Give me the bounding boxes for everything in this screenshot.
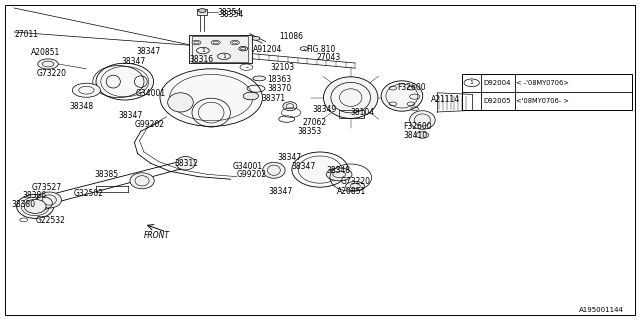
Text: F32600: F32600 [403,122,432,131]
Text: 38370: 38370 [268,84,292,93]
Ellipse shape [176,156,195,170]
Text: 38353: 38353 [298,127,322,136]
Ellipse shape [263,162,285,178]
Text: 11086: 11086 [279,32,303,41]
Circle shape [326,168,352,181]
Text: 27062: 27062 [302,118,326,127]
Text: A20851: A20851 [31,48,60,57]
Text: G22532: G22532 [35,216,65,225]
Ellipse shape [381,81,423,111]
Text: G34001: G34001 [233,162,263,171]
Text: 38347: 38347 [291,162,316,171]
Text: G73220: G73220 [341,177,371,186]
Text: 38347: 38347 [269,187,293,196]
Text: 38410: 38410 [403,131,428,140]
Text: 38347: 38347 [122,57,146,66]
Text: 1: 1 [222,54,226,59]
Text: 27043: 27043 [317,53,341,62]
Text: 38349: 38349 [312,105,337,114]
Text: 38312: 38312 [174,159,198,168]
Bar [462,74,632,110]
Bar [192,36,248,62]
Text: F32600: F32600 [397,84,426,92]
Text: <'08MY0706- >: <'08MY0706- > [516,98,570,104]
Ellipse shape [160,69,262,126]
Circle shape [230,40,239,45]
Circle shape [211,40,220,45]
Text: G73220: G73220 [36,69,67,78]
Ellipse shape [37,192,61,208]
Text: D92004: D92004 [484,80,511,86]
Text: 38354: 38354 [218,8,242,17]
Text: 18363: 18363 [268,75,292,84]
Ellipse shape [17,194,54,218]
Text: 38348: 38348 [326,166,351,175]
Text: 38354: 38354 [220,10,244,19]
Circle shape [192,40,201,45]
Bar [197,9,207,15]
Circle shape [198,9,206,12]
Text: 38380: 38380 [12,200,36,209]
Text: < -'08MY0706>: < -'08MY0706> [516,80,570,86]
Text: A20851: A20851 [337,187,367,196]
Text: FRONT: FRONT [144,231,170,240]
Ellipse shape [130,173,154,189]
Ellipse shape [253,76,266,81]
Text: 38347: 38347 [136,47,161,56]
Ellipse shape [410,111,435,129]
Text: G73527: G73527 [32,183,62,192]
Text: G32502: G32502 [74,189,104,198]
Text: 38385: 38385 [95,170,119,179]
Text: G34001: G34001 [136,89,166,98]
Text: 38371: 38371 [261,94,285,103]
Text: G99202: G99202 [134,120,164,129]
Text: 1: 1 [201,48,205,53]
Circle shape [346,181,365,191]
Text: 32103: 32103 [270,63,294,72]
Circle shape [38,59,58,69]
Circle shape [252,36,260,40]
Text: 38348: 38348 [69,102,93,111]
Ellipse shape [292,152,348,187]
Bar [189,35,252,63]
Text: 38386: 38386 [22,191,47,200]
Text: D92005: D92005 [484,98,511,104]
Text: 38347: 38347 [118,111,143,120]
Ellipse shape [283,102,297,111]
Text: FIG.810: FIG.810 [306,45,335,54]
Text: 1: 1 [470,80,474,85]
Bar [339,110,364,118]
Circle shape [72,83,100,97]
Ellipse shape [168,93,193,112]
Text: 38316: 38316 [189,55,214,64]
Text: 38347: 38347 [278,153,302,162]
Text: G99202: G99202 [237,170,267,179]
Text: 38104: 38104 [351,108,375,117]
Text: 27011: 27011 [14,30,38,39]
Circle shape [416,132,429,138]
Text: A91204: A91204 [253,45,282,54]
Text: A195001144: A195001144 [579,307,624,313]
Circle shape [243,92,259,100]
Ellipse shape [24,199,46,213]
Text: A21114: A21114 [431,95,460,104]
Ellipse shape [323,77,378,118]
Ellipse shape [96,63,154,100]
